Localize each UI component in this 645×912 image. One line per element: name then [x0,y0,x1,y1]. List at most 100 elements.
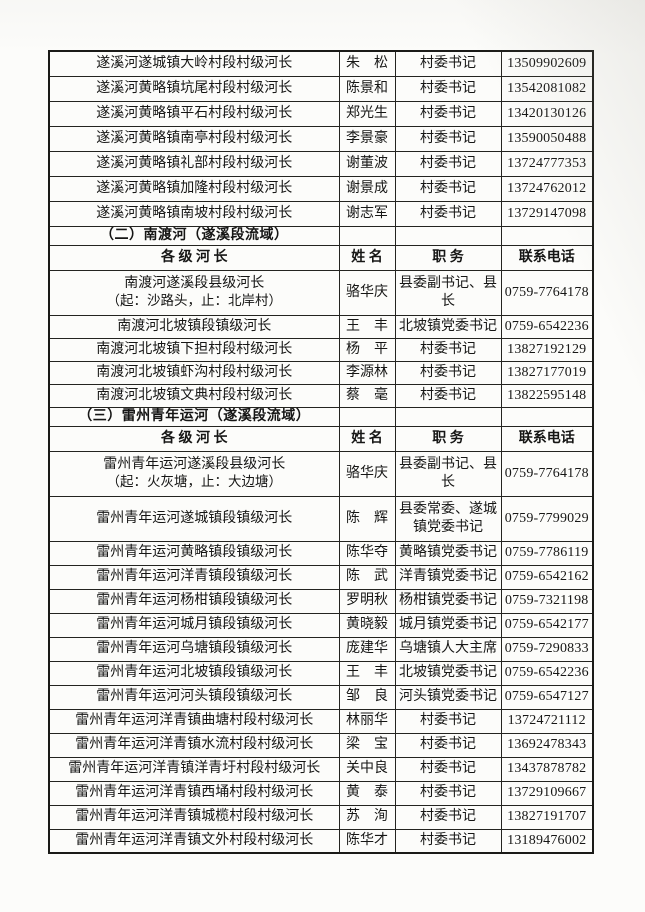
empty-phone-cell [500,225,594,246]
chief-cell: 南渡河北坡镇文典村段村级河长 [48,383,340,408]
column-header-name: 姓 名 [338,244,396,271]
table-row: 雷州青年运河河头镇段镇级河长邹 良河头镇党委书记 0759-6547127 [48,684,594,710]
table-row: 雷州青年运河洋青镇段镇级河长陈 武洋青镇党委书记 0759-6542162 [48,564,594,590]
phone-cell: 13542081082 [500,75,594,102]
empty-name-cell [338,225,396,246]
empty-name-cell [338,406,396,427]
chief-cell: 雷州青年运河乌塘镇段镇级河长 [48,636,340,662]
table-row: 雷州青年运河城月镇段镇级河长 黄晓毅 城月镇党委书记 0759-6542177 [48,612,594,638]
table-row: 雷州青年运河洋青镇洋青圩村段村级河长 关中良 村委书记 13437878782 [48,756,594,782]
title-cell: 村委书记 [394,732,502,758]
phone-cell: 0759-6542177 [500,612,594,638]
name-cell: 陈 辉 [338,495,396,542]
phone-cell: 13437878782 [500,756,594,782]
name-cell: 王 丰 [338,660,396,686]
table-row: 遂溪河黄略镇南亭村段村级河长 李景豪 村委书记 13590050488 [48,125,594,152]
chief-line2: （起：沙路头，止：北岸村） [106,292,283,308]
table-row: 南渡河北坡镇段镇级河长王 丰北坡镇党委书记 0759-6542236 [48,314,594,339]
name-cell: 陈华才 [338,828,396,854]
section-label-row: （二）南渡河（遂溪段流域） [48,225,594,246]
phone-cell: 0759-6542162 [500,564,594,590]
title-cell: 河头镇党委书记 [394,684,502,710]
phone-cell: 13189476002 [500,828,594,854]
phone-cell: 13827177019 [500,360,594,385]
chief-cell: 南渡河北坡镇段镇级河长 [48,314,340,339]
table-row: 遂溪河黄略镇南坡村段村级河长 谢志军 村委书记 13729147098 [48,200,594,227]
phone-cell: 0759-6547127 [500,684,594,710]
title-cell: 村委书记 [394,337,502,362]
phone-cell: 13729109667 [500,780,594,806]
phone-cell: 0759-7290833 [500,636,594,662]
name-cell: 邹 良 [338,684,396,710]
phone-cell: 13724777353 [500,150,594,177]
empty-title-cell [394,225,502,246]
chief-cell: 遂溪河黄略镇礼部村段村级河长 [48,150,340,177]
chief-cell: 遂溪河黄略镇南坡村段村级河长 [48,200,340,227]
chief-cell: 雷州青年运河洋青镇段镇级河长 [48,564,340,590]
title-cell: 县委副书记、县长 [394,269,502,316]
table-row: 遂溪河黄略镇坑尾村段村级河长 陈景和 村委书记 13542081082 [48,75,594,102]
table-row: 遂溪河黄略镇加隆村段村级河长 谢景成 村委书记 13724762012 [48,175,594,202]
title-cell: 村委书记 [394,125,502,152]
name-cell: 李景豪 [338,125,396,152]
section-label-row: （三）雷州青年运河（遂溪段流域） [48,406,594,427]
table-row: 雷州青年运河洋青镇曲塘村段村级河长 林丽华 村委书记 13724721112 [48,708,594,734]
chief-cell: 遂溪河遂城镇大岭村段村级河长 [48,50,340,77]
river-chiefs-table: 遂溪河遂城镇大岭村段村级河长朱 松村委书记 13509902609 遂溪河黄略镇坑尾… [48,50,594,854]
title-cell: 北坡镇党委书记 [394,660,502,686]
chief-cell: 遂溪河黄略镇加隆村段村级河长 [48,175,340,202]
phone-cell: 0759-7786119 [500,540,594,566]
column-header-name: 姓 名 [338,425,396,452]
title-cell: 村委书记 [394,75,502,102]
chief-cell: 雷州青年运河黄略镇段镇级河长 [48,540,340,566]
column-header-phone: 联系电话 [500,244,594,271]
column-header-chief: 各 级 河 长 [48,425,340,452]
title-cell: 村委书记 [394,756,502,782]
phone-cell: 0759-7321198 [500,588,594,614]
column-header-title: 职 务 [394,244,502,271]
name-cell: 陈华夺 [338,540,396,566]
phone-cell: 13729147098 [500,200,594,227]
title-cell: 村委书记 [394,200,502,227]
phone-cell: 13590050488 [500,125,594,152]
table-row: 遂溪河遂城镇大岭村段村级河长朱 松村委书记 13509902609 [48,50,594,77]
table-row: 雷州青年运河遂溪段县级河长 （起：火灰塘，止：大边塘） 骆华庆 县委副书记、县长 075… [48,450,594,497]
title-cell: 县委副书记、县长 [394,450,502,497]
chief-cell: 雷州青年运河北坡镇段镇级河长 [48,660,340,686]
column-header-chief: 各 级 河 长 [48,244,340,271]
phone-cell: 0759-6542236 [500,660,594,686]
name-cell: 谢景成 [338,175,396,202]
table-row: 雷州青年运河杨柑镇段镇级河长 罗明秋 杨柑镇党委书记 0759-7321198 [48,588,594,614]
table-row: 雷州青年运河洋青镇水流村段村级河长梁 宝村委书记 13692478343 [48,732,594,758]
name-cell: 苏 洵 [338,804,396,830]
empty-title-cell [394,406,502,427]
name-cell: 李源林 [338,360,396,385]
chief-cell: 南渡河北坡镇虾沟村段村级河长 [48,360,340,385]
name-cell: 庞建华 [338,636,396,662]
name-cell: 王 丰 [338,314,396,339]
phone-cell: 13420130126 [500,100,594,127]
name-cell: 杨 平 [338,337,396,362]
phone-cell: 13822595148 [500,383,594,408]
chief-cell: 雷州青年运河遂城镇段镇级河长 [48,495,340,542]
phone-cell: 13724762012 [500,175,594,202]
phone-cell: 13509902609 [500,50,594,77]
title-cell: 村委书记 [394,50,502,77]
name-cell: 梁 宝 [338,732,396,758]
table-row: 雷州青年运河黄略镇段镇级河长 陈华夺 黄略镇党委书记 0759-7786119 [48,540,594,566]
phone-cell: 0759-7764178 [500,269,594,316]
title-cell: 北坡镇党委书记 [394,314,502,339]
chief-cell: 南渡河北坡镇下担村段村级河长 [48,337,340,362]
title-cell: 黄略镇党委书记 [394,540,502,566]
column-header-row: 各 级 河 长姓 名职 务联系电话 [48,425,594,452]
table-row: 雷州青年运河洋青镇城榄村段村级河长苏 洵村委书记 13827191707 [48,804,594,830]
chief-cell: 雷州青年运河洋青镇洋青圩村段村级河长 [48,756,340,782]
chief-cell: 雷州青年运河河头镇段镇级河长 [48,684,340,710]
table-row: 雷州青年运河遂城镇段镇级河长陈 辉县委常委、遂城镇党委书记 0759-779902… [48,495,594,542]
title-cell: 村委书记 [394,360,502,385]
chief-cell: 雷州青年运河洋青镇城榄村段村级河长 [48,804,340,830]
table-row: 南渡河北坡镇下担村段村级河长杨 平村委书记 13827192129 [48,337,594,362]
chief-cell: 雷州青年运河洋青镇水流村段村级河长 [48,732,340,758]
chief-cell: 南渡河遂溪段县级河长 （起：沙路头，止：北岸村） [48,269,340,316]
